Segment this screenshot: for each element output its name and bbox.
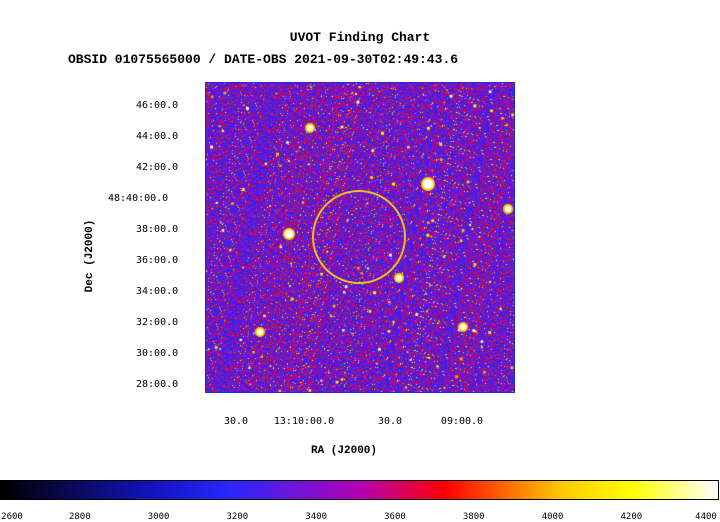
colorbar-tick-label: 3200 [226, 512, 249, 522]
y-tick-label: 28:00.0 [136, 379, 179, 390]
overlay-layer [312, 190, 406, 284]
sky-image [206, 83, 514, 392]
chart-title: UVOT Finding Chart [289, 30, 431, 45]
chart-subtitle: OBSID 01075565000 / DATE-OBS 2021-09-30T… [68, 52, 459, 67]
x-tick-label: 30.0 [377, 416, 403, 427]
y-tick-label: 34:00.0 [136, 286, 179, 297]
x-tick-label: 30.0 [223, 416, 249, 427]
y-tick-label: 30:00.0 [136, 348, 179, 359]
x-axis-label: RA (J2000) [310, 445, 378, 457]
y-tick-label: 46:00.0 [136, 100, 179, 111]
colorbar-tick-label: 3000 [147, 512, 170, 522]
colorbar-tick-label: 4200 [620, 512, 643, 522]
colorbar-tick-label: 3800 [462, 512, 485, 522]
colorbar-tick-label: 3400 [305, 512, 327, 522]
y-tick-label: 38:00.0 [136, 224, 179, 235]
colorbar-tick-label: 4000 [541, 512, 564, 522]
x-tick-label: 13:10:00.0 [273, 416, 335, 427]
target-circle [312, 190, 406, 284]
colorbar-tick-label: 2600 [1, 512, 23, 522]
y-tick-label: 32:00.0 [136, 317, 179, 328]
colorbar-tick-label: 4400 [695, 512, 717, 522]
colorbar [0, 480, 719, 500]
y-tick-label: 36:00.0 [136, 255, 179, 266]
sky-image-panel [205, 82, 515, 393]
y-tick-label: 48:40:00.0 [108, 193, 169, 204]
y-tick-label: 42:00.0 [136, 162, 179, 173]
y-tick-label: 44:00.0 [136, 131, 179, 142]
colorbar-tick-label: 2800 [68, 512, 91, 522]
x-tick-label: 09:00.0 [440, 416, 484, 427]
y-axis-label: Dec (J2000) [84, 219, 96, 293]
colorbar-tick-label: 3600 [384, 512, 406, 522]
